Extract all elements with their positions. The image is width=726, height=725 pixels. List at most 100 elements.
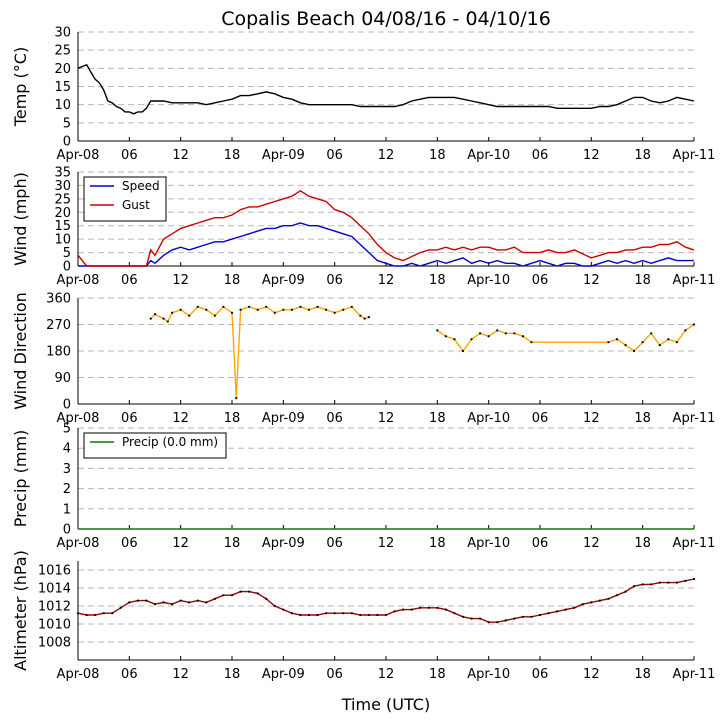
altimeter-data-point	[85, 613, 88, 617]
direction-data-point	[265, 305, 268, 308]
direction-xtick-label: 06	[121, 411, 138, 426]
x-axis-label: Time (UTC)	[341, 695, 430, 714]
temp-xtick-label: Apr-10	[467, 148, 510, 163]
precip-xtick-label: 06	[121, 536, 138, 551]
precip-ytick-label: 0	[63, 523, 71, 538]
altimeter-data-point	[650, 583, 653, 586]
altimeter-data-point	[675, 581, 678, 584]
direction-data-point	[624, 344, 627, 347]
altimeter-data-point	[633, 585, 636, 588]
direction-data-point	[179, 308, 182, 311]
altimeter-panel: 1008 1010 1012 1014 1016 Apr-08 06 12 18 Apr-09 06…	[11, 550, 715, 682]
direction-data-point	[363, 317, 366, 320]
altimeter-data-point	[444, 608, 447, 611]
wind-legend-label: Speed	[122, 179, 160, 193]
precip-xtick-label: Apr-09	[262, 536, 305, 551]
altimeter-data-point	[162, 601, 165, 604]
direction-xtick-label: 12	[583, 411, 600, 426]
altimeter-data-point	[692, 577, 696, 581]
altimeter-data-point	[359, 613, 362, 617]
altimeter-data-point	[504, 619, 507, 622]
altimeter-data-point	[538, 613, 542, 617]
wind-legend-box	[83, 176, 167, 222]
direction-data-point	[667, 338, 670, 341]
altimeter-data-point	[205, 601, 208, 604]
altimeter-data-point	[282, 608, 285, 611]
temp-ytick-label: 20	[54, 62, 71, 77]
altimeter-data-point	[179, 599, 182, 602]
precip-ytick-label: 1	[63, 502, 71, 517]
direction-data-point	[205, 308, 208, 311]
temp-ytick-label: 25	[54, 44, 71, 59]
altimeter-data-point	[333, 612, 336, 615]
direction-data-point	[307, 308, 311, 311]
altimeter-data-point	[658, 581, 661, 584]
direction-data-point	[487, 335, 490, 338]
direction-data-point	[325, 308, 328, 311]
direction-ytick-label: 180	[46, 345, 71, 360]
direction-series-line	[436, 323, 695, 353]
direction-data-point	[235, 397, 238, 400]
altimeter-data-point	[684, 579, 687, 582]
altimeter-ytick-label: 1012	[38, 600, 71, 615]
altimeter-data-point	[153, 603, 157, 606]
altimeter-data-point	[470, 617, 473, 620]
precip-xtick-label: Apr-08	[57, 536, 100, 551]
temp-xtick-label: 18	[634, 148, 651, 163]
altimeter-ytick-label: 1014	[38, 582, 71, 597]
altimeter-data-point	[239, 590, 242, 593]
wind-ytick-label: 35	[54, 166, 71, 181]
altimeter-y-label: Altimeter (hPa)	[11, 550, 30, 671]
altimeter-xtick-label: 06	[326, 667, 343, 682]
altimeter-data-point	[564, 608, 567, 611]
altimeter-ytick-label: 1010	[38, 618, 71, 633]
temp-xtick-label: 18	[429, 148, 446, 163]
figure-title: Copalis Beach 04/08/16 - 04/10/16	[221, 8, 551, 30]
wind-xtick-label: Apr-10	[467, 273, 510, 288]
wind-series-line	[78, 222, 694, 267]
altimeter-data-point	[402, 608, 405, 611]
direction-data-point	[521, 335, 524, 338]
altimeter-data-point	[342, 612, 345, 615]
altimeter-data-point	[111, 612, 114, 615]
direction-data-point	[633, 349, 636, 353]
precip-legend-label: Precip (0.0 mm)	[122, 435, 218, 449]
altimeter-data-point	[307, 613, 311, 617]
precip-xtick-label: 12	[172, 536, 189, 551]
precip-xtick-label: 06	[326, 536, 343, 551]
altimeter-data-point	[581, 603, 584, 606]
precip-xtick-label: Apr-10	[467, 536, 510, 551]
direction-data-point	[342, 308, 345, 311]
altimeter-data-point	[367, 613, 370, 617]
direction-xtick-label: Apr-08	[57, 411, 100, 426]
wind-legend-label: Gust	[122, 198, 150, 212]
wind-xtick-label: 18	[634, 273, 651, 288]
altimeter-data-point	[230, 594, 234, 597]
altimeter-xtick-label: 12	[583, 667, 600, 682]
direction-data-point	[436, 329, 439, 332]
temp-series-line	[77, 63, 695, 115]
wind-ytick-label: 20	[54, 206, 71, 221]
wind-xtick-label: 12	[583, 273, 600, 288]
altimeter-data-point	[479, 617, 482, 620]
altimeter-xtick-label: Apr-09	[262, 667, 305, 682]
altimeter-data-point	[521, 615, 524, 618]
temp-ytick-label: 15	[54, 80, 71, 95]
direction-data-point	[222, 305, 225, 308]
precip-xtick-label: 18	[224, 536, 241, 551]
direction-ytick-label: 360	[46, 292, 71, 307]
altimeter-data-point	[188, 601, 191, 604]
temp-xtick-label: Apr-11	[673, 148, 716, 163]
direction-ytick-label: 270	[46, 318, 71, 333]
direction-data-point	[641, 341, 644, 344]
altimeter-data-point	[419, 606, 422, 609]
wind-ytick-label: 30	[54, 179, 71, 194]
altimeter-xtick-label: Apr-11	[673, 667, 716, 682]
direction-data-point	[171, 311, 174, 314]
direction-data-point	[248, 305, 251, 308]
direction-data-point	[684, 329, 687, 332]
wind-xtick-label: 18	[224, 273, 241, 288]
altimeter-data-point	[384, 613, 388, 617]
